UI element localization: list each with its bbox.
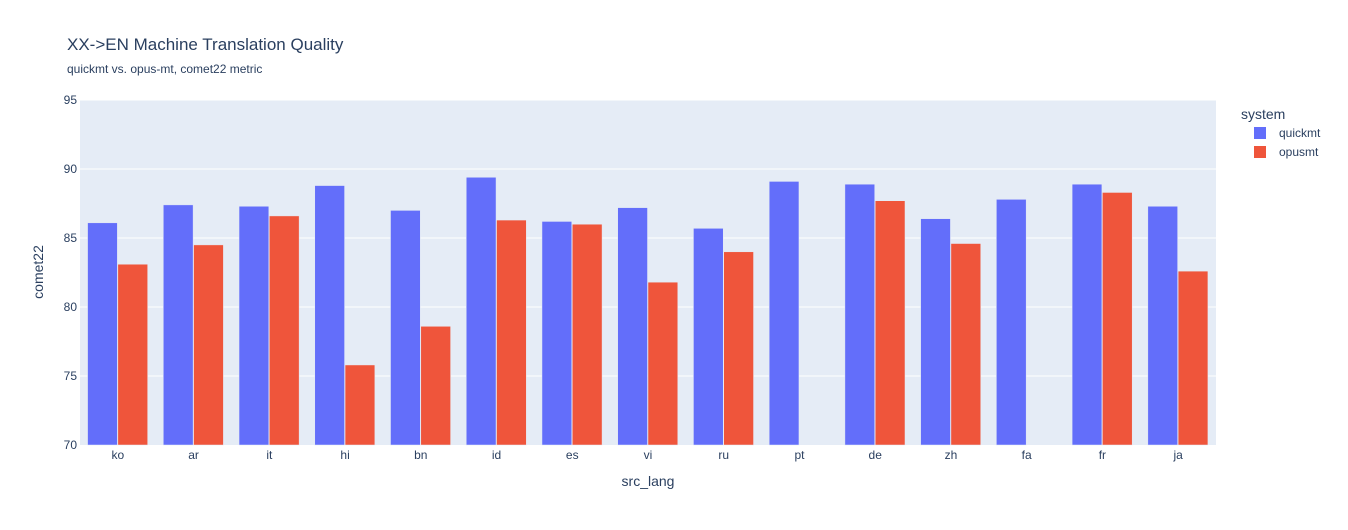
bar-opusmt-ko: [117, 263, 148, 446]
bar-quickmt-zh: [920, 218, 951, 446]
bar-opusmt-ja: [1177, 270, 1209, 446]
chart-title: XX->EN Machine Translation Quality: [67, 35, 344, 54]
y-tick-labels: 70 75 80 85 90 95: [64, 93, 78, 452]
legend-swatch-quickmt[interactable]: [1254, 127, 1266, 139]
legend: system quickmt opusmt: [1241, 106, 1321, 159]
bars: [87, 177, 1209, 446]
x-tick-label: ru: [718, 448, 729, 462]
bar-quickmt-ko: [87, 222, 118, 446]
x-tick-label: ko: [112, 448, 125, 462]
y-tick-label: 80: [64, 300, 78, 314]
bar-opusmt-it: [269, 215, 300, 446]
bar-opusmt-ar: [193, 244, 224, 446]
x-tick-labels: ko ar it hi bn id es vi ru pt de zh fa fr ja: [112, 448, 1184, 462]
x-tick-label: es: [566, 448, 579, 462]
bar-quickmt-ar: [163, 204, 194, 446]
x-tick-label: fr: [1099, 448, 1106, 462]
bar-quickmt-ja: [1147, 206, 1178, 446]
x-tick-label: fa: [1022, 448, 1032, 462]
bar-quickmt-it: [238, 206, 270, 446]
bar-opusmt-fr: [1102, 192, 1133, 446]
x-tick-label: bn: [414, 448, 427, 462]
bar-quickmt-de: [844, 183, 875, 446]
x-tick-label: hi: [340, 448, 349, 462]
bar-opusmt-id: [496, 219, 527, 446]
bar-quickmt-vi: [617, 207, 648, 446]
bar-quickmt-id: [465, 177, 497, 446]
x-tick-label: id: [492, 448, 501, 462]
legend-items: quickmt opusmt: [1254, 126, 1321, 159]
bar-quickmt-fa: [996, 199, 1027, 446]
legend-label-quickmt[interactable]: quickmt: [1279, 126, 1321, 140]
bar-opusmt-vi: [647, 281, 679, 446]
x-tick-label: it: [266, 448, 273, 462]
bar-quickmt-ru: [693, 228, 724, 446]
x-tick-label: pt: [794, 448, 805, 462]
y-tick-label: 95: [64, 93, 78, 107]
legend-title: system: [1241, 106, 1285, 122]
y-axis-title: comet22: [30, 245, 46, 299]
bar-opusmt-bn: [420, 326, 451, 446]
chart-subtitle: quickmt vs. opus-mt, comet22 metric: [67, 62, 262, 76]
y-tick-label: 75: [64, 369, 78, 383]
y-tick-label: 85: [64, 231, 78, 245]
bar-quickmt-hi: [314, 185, 345, 446]
legend-label-opusmt[interactable]: opusmt: [1279, 145, 1319, 159]
bar-quickmt-bn: [390, 210, 421, 446]
bar-quickmt-fr: [1071, 183, 1103, 446]
x-tick-label: vi: [644, 448, 653, 462]
y-tick-label: 90: [64, 162, 78, 176]
bar-opusmt-de: [874, 200, 906, 446]
x-tick-label: ja: [1172, 448, 1183, 462]
bar-quickmt-pt: [768, 181, 800, 446]
legend-swatch-opusmt[interactable]: [1254, 146, 1266, 158]
bar-quickmt-es: [541, 221, 573, 446]
bar-opusmt-es: [572, 223, 603, 446]
x-axis-title: src_lang: [622, 473, 675, 489]
x-tick-label: ar: [188, 448, 199, 462]
bar-opusmt-zh: [950, 243, 981, 446]
bar-opusmt-ru: [723, 251, 754, 446]
y-tick-label: 70: [64, 438, 78, 452]
x-tick-label: de: [869, 448, 883, 462]
bar-opusmt-hi: [344, 364, 376, 446]
x-tick-label: zh: [945, 448, 958, 462]
